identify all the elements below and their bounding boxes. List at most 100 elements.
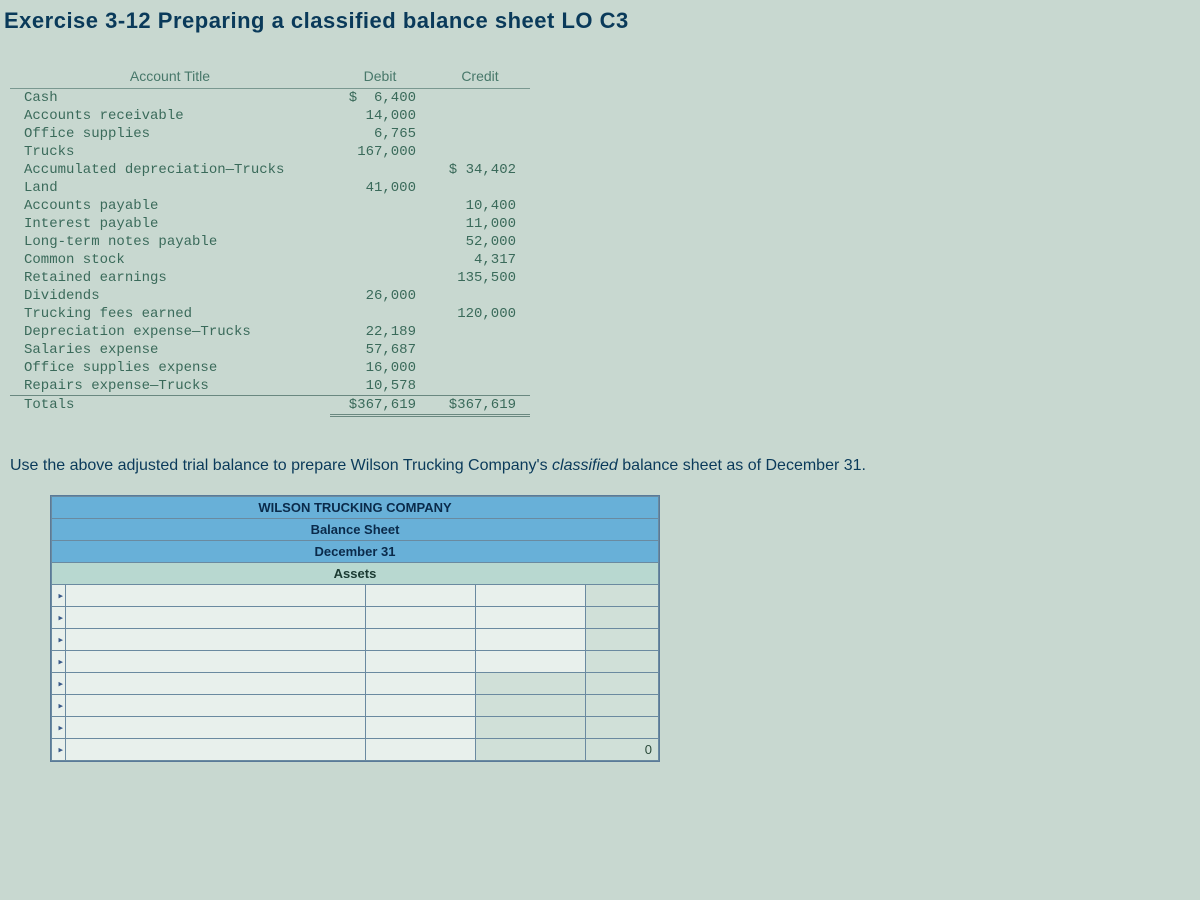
acct-title-cell: Repairs expense—Trucks [10,377,330,396]
amount-input-cell-2[interactable] [476,673,586,695]
amount-input-cell-2[interactable] [476,695,586,717]
account-input-cell[interactable] [66,739,366,761]
amount-input-cell-2[interactable] [476,585,586,607]
row-selector[interactable] [52,739,66,761]
amount-input-cell-1[interactable] [366,629,476,651]
acct-title-cell: Office supplies [10,125,330,143]
balance-sheet-table[interactable]: WILSON TRUCKING COMPANY Balance Sheet De… [51,496,659,761]
credit-cell [430,125,530,143]
acct-title-cell: Cash [10,89,330,108]
table-row: Common stock 4,317 [10,251,530,269]
amount-total-cell[interactable] [586,607,659,629]
table-row: Salaries expense57,687 [10,341,530,359]
amount-input-cell-2[interactable] [476,717,586,739]
amount-total-cell[interactable] [586,673,659,695]
amount-total-cell[interactable] [586,585,659,607]
bs-report-header: Balance Sheet [52,519,659,541]
table-row: Depreciation expense—Trucks22,189 [10,323,530,341]
acct-title-cell: Interest payable [10,215,330,233]
row-selector[interactable] [52,651,66,673]
bs-input-row[interactable]: 0 [52,739,659,761]
amount-input-cell-2[interactable] [476,739,586,761]
exercise-title: Exercise 3-12 Preparing a classified bal… [0,0,1200,46]
totals-debit: $367,619 [330,396,430,416]
acct-title-cell: Long-term notes payable [10,233,330,251]
amount-input-cell-2[interactable] [476,629,586,651]
acct-title-cell: Accumulated depreciation—Trucks [10,161,330,179]
debit-cell: 6,765 [330,125,430,143]
totals-credit: $367,619 [430,396,530,416]
acct-title-cell: Land [10,179,330,197]
table-row: Office supplies6,765 [10,125,530,143]
row-selector[interactable] [52,607,66,629]
amount-input-cell-1[interactable] [366,607,476,629]
table-row: Accounts payable 10,400 [10,197,530,215]
amount-total-cell[interactable] [586,651,659,673]
credit-cell: 52,000 [430,233,530,251]
bs-input-row[interactable] [52,695,659,717]
amount-total-cell[interactable] [586,717,659,739]
credit-cell [430,89,530,108]
row-selector[interactable] [52,585,66,607]
acct-title-cell: Office supplies expense [10,359,330,377]
credit-cell [430,359,530,377]
debit-cell [330,269,430,287]
row-selector[interactable] [52,695,66,717]
amount-total-cell[interactable] [586,695,659,717]
account-input-cell[interactable] [66,673,366,695]
credit-cell: $ 34,402 [430,161,530,179]
debit-cell [330,215,430,233]
amount-total-cell[interactable] [586,629,659,651]
row-selector[interactable] [52,717,66,739]
balance-sheet-container: WILSON TRUCKING COMPANY Balance Sheet De… [50,495,660,762]
debit-cell: 16,000 [330,359,430,377]
debit-cell [330,305,430,323]
amount-input-cell-1[interactable] [366,717,476,739]
table-row: Dividends26,000 [10,287,530,305]
amount-total-cell[interactable]: 0 [586,739,659,761]
credit-cell: 10,400 [430,197,530,215]
acct-title-cell: Accounts payable [10,197,330,215]
credit-cell: 11,000 [430,215,530,233]
amount-input-cell-1[interactable] [366,673,476,695]
debit-cell [330,161,430,179]
account-input-cell[interactable] [66,651,366,673]
col-credit: Credit [430,64,530,89]
debit-cell: 22,189 [330,323,430,341]
amount-input-cell-1[interactable] [366,739,476,761]
acct-title-cell: Salaries expense [10,341,330,359]
table-row: Land41,000 [10,179,530,197]
debit-cell: 167,000 [330,143,430,161]
amount-input-cell-2[interactable] [476,651,586,673]
bs-input-row[interactable] [52,717,659,739]
bs-input-row[interactable] [52,607,659,629]
acct-title-cell: Common stock [10,251,330,269]
row-selector[interactable] [52,673,66,695]
amount-input-cell-2[interactable] [476,607,586,629]
credit-cell: 120,000 [430,305,530,323]
bs-input-row[interactable] [52,629,659,651]
table-row: Office supplies expense16,000 [10,359,530,377]
credit-cell [430,323,530,341]
credit-cell: 4,317 [430,251,530,269]
bs-input-row[interactable] [52,585,659,607]
amount-input-cell-1[interactable] [366,585,476,607]
credit-cell [430,107,530,125]
col-account-title: Account Title [10,64,330,89]
table-row: Trucks167,000 [10,143,530,161]
debit-cell: $ 6,400 [330,89,430,108]
debit-cell: 14,000 [330,107,430,125]
bs-date-header: December 31 [52,541,659,563]
account-input-cell[interactable] [66,629,366,651]
debit-cell [330,233,430,251]
bs-input-row[interactable] [52,673,659,695]
account-input-cell[interactable] [66,717,366,739]
amount-input-cell-1[interactable] [366,651,476,673]
row-selector[interactable] [52,629,66,651]
amount-input-cell-1[interactable] [366,695,476,717]
account-input-cell[interactable] [66,585,366,607]
credit-cell [430,287,530,305]
account-input-cell[interactable] [66,607,366,629]
bs-input-row[interactable] [52,651,659,673]
account-input-cell[interactable] [66,695,366,717]
